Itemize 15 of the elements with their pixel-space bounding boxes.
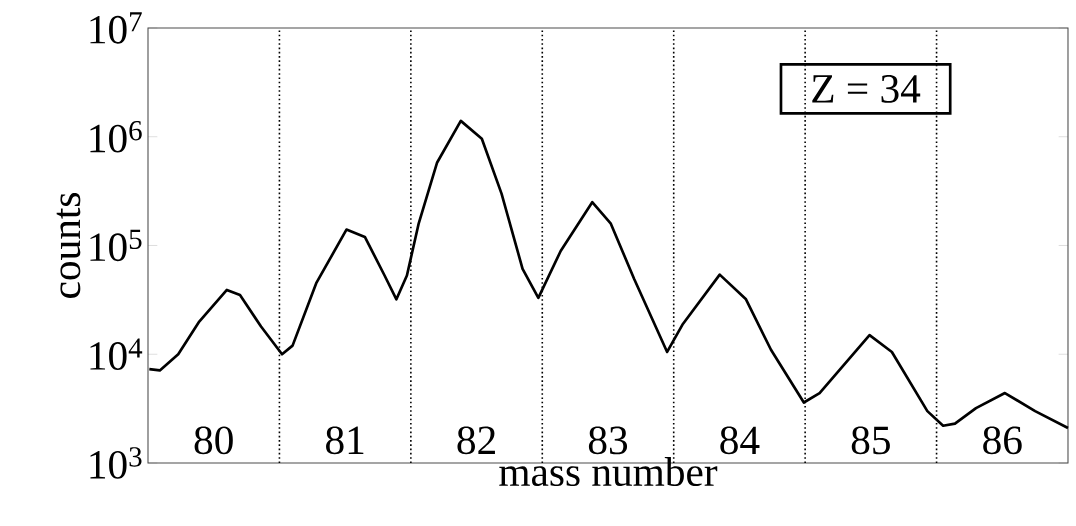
y-tick-label: 10$^{7}$ — [90, 12, 142, 44]
x-tick-label: 86 — [983, 426, 1022, 455]
x-tick-label: 81 — [326, 426, 364, 455]
annotation: Z = 34 — [812, 75, 921, 103]
y-axis-title: counts — [56, 193, 81, 298]
x-axis-title: mass number — [499, 457, 718, 487]
y-tick-label: 10$^{4}$ — [90, 338, 143, 370]
x-tick-label: 83 — [588, 426, 628, 455]
y-tick-label: 10$^{6}$ — [90, 120, 142, 153]
x-tick-label: 85 — [851, 426, 890, 455]
x-tick-label: 80 — [194, 426, 233, 455]
x-tick-label: 82 — [457, 426, 495, 455]
y-tick-label: 10$^{3}$ — [90, 447, 142, 479]
x-tick-label: 84 — [720, 426, 760, 455]
y-tick-label: 10$^{5}$ — [90, 229, 142, 262]
